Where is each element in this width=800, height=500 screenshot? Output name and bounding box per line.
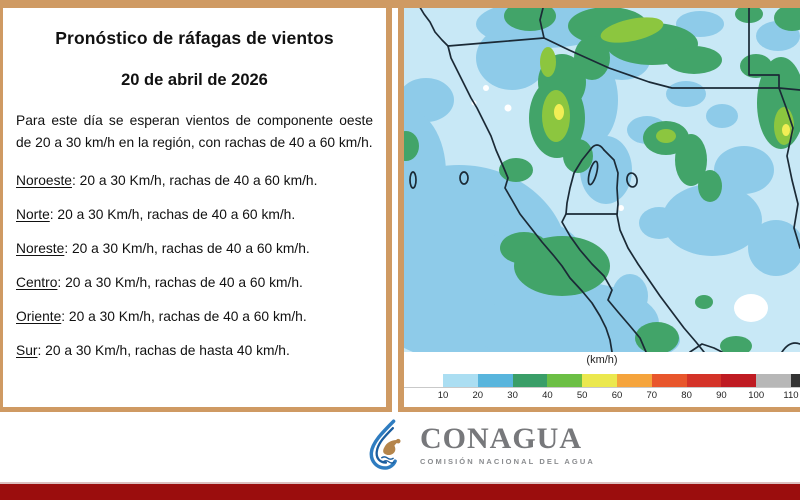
wind-gust-map-panel: (km/h) 10 20 30 40 50 60 70 80 90 100 110 (398, 8, 800, 412)
legend-baseline (404, 387, 800, 388)
forecast-text-panel: Pronóstico de ráfagas de vientos 20 de a… (0, 8, 392, 412)
legend-color-segment (477, 374, 513, 387)
region-detail: : 20 a 30 Km/h, rachas de 40 a 60 km/h. (71, 173, 318, 189)
sinaloa-coast-detail (689, 343, 723, 352)
isla-angel-de-la-guarda (587, 160, 599, 186)
region-name: Norte (16, 207, 50, 223)
list-item: Sur: 20 a 30 Km/h, rachas de hasta 40 km… (16, 343, 373, 358)
sonora-chihuahua-border (778, 87, 800, 249)
list-item: Centro: 20 a 30 Km/h, rachas de 40 a 60 … (16, 275, 373, 290)
region-name: Sur (16, 343, 38, 359)
legend-tick-label: 40 (542, 390, 553, 401)
legend-colorbar (412, 374, 800, 387)
page-title: Pronóstico de ráfagas de vientos (55, 28, 334, 48)
legend-tick-labels: 10 20 30 40 50 60 70 80 90 100 110 (404, 390, 800, 404)
legend-tick-label: 70 (646, 390, 658, 401)
conagua-logo: CONAGUA COMISIÓN NACIONAL DEL AGUA (366, 417, 595, 473)
legend-color-segment (651, 374, 687, 387)
legend-color-segment (512, 374, 548, 387)
region-name: Noroeste (16, 173, 72, 189)
footer-red-bar (0, 482, 800, 500)
wind-gust-map (404, 8, 800, 352)
isla-tiburon (626, 172, 638, 188)
isla-cedros (409, 171, 417, 189)
legend-tick-label: 10 (437, 390, 449, 401)
region-detail: : 20 a 30 Km/h, rachas de 40 a 60 km/h. (61, 309, 307, 325)
map-shading-calm (471, 85, 768, 322)
wind-speed-legend: (km/h) 10 20 30 40 50 60 70 80 90 100 110 (404, 352, 800, 407)
map-shading-50-60 (554, 104, 790, 136)
coastal-lagoon (459, 171, 469, 185)
conagua-wordmark: CONAGUA (420, 422, 582, 455)
list-item: Noreste: 20 a 30 Km/h, rachas de 40 a 60… (16, 241, 373, 256)
bottom-right-coast-detail (781, 342, 800, 352)
legend-tick-label: 100 (748, 390, 765, 401)
legend-tick-label: 60 (611, 390, 623, 401)
conagua-subtitle: COMISIÓN NACIONAL DEL AGUA (420, 457, 595, 466)
legend-color-segment (616, 374, 652, 387)
conagua-waterdrop-eagle-icon (369, 419, 401, 470)
legend-color-segment (721, 374, 757, 387)
pacific-coastline (419, 8, 613, 352)
legend-tick-label: 20 (472, 390, 484, 401)
us-mexico-border (447, 37, 545, 47)
conagua-logo-text: CONAGUA COMISIÓN NACIONAL DEL AGUA (420, 422, 595, 467)
legend-unit-label: (km/h) (586, 354, 618, 366)
region-name: Oriente (16, 309, 62, 325)
baja-east-coastline (561, 149, 647, 352)
region-detail: : 20 a 30 Km/h, rachas de 40 a 60 km/h. (49, 207, 296, 223)
forecast-summary: Para este día se esperan vientos de comp… (16, 113, 373, 151)
legend-color-segment (582, 374, 617, 387)
list-item: Noroeste: 20 a 30 Km/h, rachas de 40 a 6… (16, 173, 373, 188)
top-border-strip (0, 0, 800, 8)
legend-tick-label: 30 (507, 390, 518, 401)
arizona-newmexico-border (748, 8, 780, 89)
legend-tick-label: 110 (783, 390, 799, 401)
region-detail: : 20 a 30 Km/h, rachas de hasta 40 km/h. (37, 343, 290, 359)
region-detail: : 20 a 30 Km/h, rachas de 40 a 60 km/h. (64, 241, 310, 257)
colorado-delta (589, 144, 605, 151)
legend-color-segment (686, 374, 722, 387)
list-item: Norte: 20 a 30 Km/h, rachas de 40 a 60 k… (16, 207, 373, 222)
legend-color-segment (547, 374, 583, 387)
region-detail: : 20 a 30 Km/h, rachas de 40 a 60 km/h. (57, 275, 303, 291)
region-forecast-list: Noroeste: 20 a 30 Km/h, rachas de 40 a 6… (16, 173, 373, 358)
sonora-coastline (603, 149, 705, 352)
legend-color-segment (443, 374, 478, 387)
region-name: Noreste (16, 241, 65, 257)
legend-tick-label: 50 (576, 390, 588, 401)
legend-color-segment (412, 374, 443, 387)
legend-tick-label: 80 (681, 390, 692, 401)
california-arizona-border (539, 8, 545, 39)
legend-tick-label: 90 (716, 390, 727, 401)
legend-color-segment (790, 374, 800, 387)
region-name: Centro (16, 275, 58, 291)
map-coastline-borders (409, 8, 800, 352)
list-item: Oriente: 20 a 30 Km/h, rachas de 40 a 60… (16, 309, 373, 324)
legend-color-segment (756, 374, 791, 387)
forecast-date: 20 de abril de 2026 (121, 71, 268, 89)
